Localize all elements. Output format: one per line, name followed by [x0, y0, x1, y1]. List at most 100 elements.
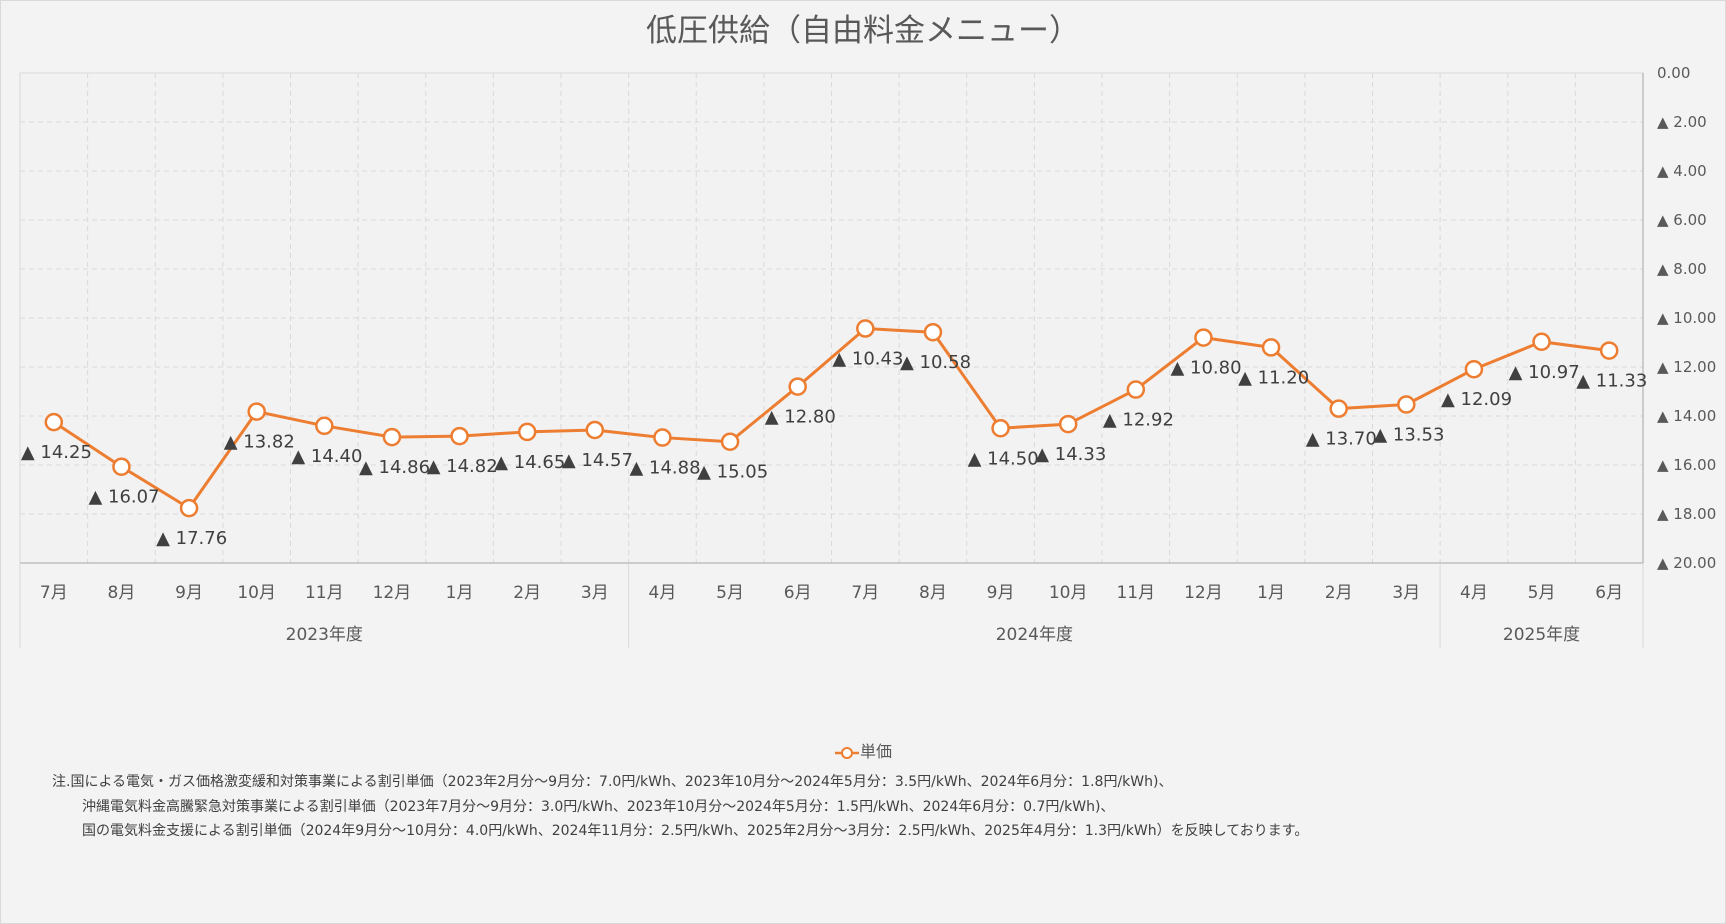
data-point [1058, 414, 1078, 434]
data-label: ▲ 12.80 [765, 407, 836, 428]
data-point [1397, 395, 1416, 414]
data-point [382, 427, 402, 447]
data-labels: ▲ 14.25▲ 16.07▲ 17.76▲ 13.82▲ 14.40▲ 14.… [21, 349, 1647, 550]
data-point [923, 322, 943, 342]
x-tick-label: 2月 [1325, 583, 1353, 603]
data-point [44, 412, 64, 432]
x-tick-label: 12月 [373, 583, 412, 603]
y-tick-label: ▲ 20.00 [1657, 554, 1716, 572]
data-label: ▲ 10.97 [1509, 362, 1580, 383]
x-tick-label: 11月 [1116, 583, 1155, 603]
x-tick-label: 7月 [851, 583, 879, 603]
data-label: ▲ 10.58 [900, 352, 971, 373]
data-label: ▲ 17.76 [156, 528, 227, 549]
data-point [179, 498, 199, 518]
x-tick-label: 9月 [987, 583, 1015, 603]
data-label: ▲ 11.20 [1238, 367, 1309, 388]
data-label: ▲ 16.07 [88, 487, 159, 508]
x-tick-label: 4月 [649, 583, 677, 603]
y-tick-label: ▲ 10.00 [1657, 309, 1716, 327]
footnote-line-1: 注.国による電気・ガス価格激変緩和対策事業による割引単価（2023年2月分～9月… [52, 774, 1173, 790]
y-tick-label: ▲ 16.00 [1657, 456, 1716, 474]
data-point [1599, 341, 1619, 360]
x-axis: 7月 8月 9月 10月 11月 12月 1月 2月 3月 4月 5月 6月 7月 8月 9月 10月 11月 1… [19, 562, 1644, 648]
data-point [315, 416, 334, 436]
y-axis: 0.00 ▲ 2.00 ▲ 4.00 ▲ 6.00 ▲ 8.00 ▲ 10.00 ▲ 12.… [1642, 64, 1716, 572]
gridlines [20, 73, 1643, 563]
x-tick-label: 5月 [1528, 583, 1556, 603]
x-tick-label: 4月 [1460, 583, 1488, 603]
x-tick-label: 10月 [237, 583, 276, 603]
footnote-line-3: 国の電気料金支援による割引単価（2024年9月分～10月分：4.0円/kWh、2… [82, 823, 1309, 839]
data-label: ▲ 12.09 [1441, 389, 1512, 410]
legend-label: 単価 [859, 742, 892, 761]
fiscal-year-label: 2025年度 [1503, 625, 1580, 645]
legend: 単価 [0, 738, 1726, 762]
y-tick-label: ▲ 14.00 [1657, 407, 1716, 425]
fiscal-year-label: 2023年度 [286, 625, 363, 645]
data-point [1126, 380, 1146, 399]
x-tick-label: 6月 [1595, 583, 1623, 603]
y-tick-label: 0.00 [1657, 64, 1690, 82]
series-line [44, 319, 1619, 518]
data-point [517, 422, 537, 442]
x-tick-label: 8月 [919, 583, 947, 603]
x-tick-label: 9月 [175, 583, 203, 603]
data-label: ▲ 11.33 [1576, 371, 1647, 392]
x-tick-label: 6月 [784, 583, 812, 603]
data-point [720, 432, 740, 451]
x-tick-label: 12月 [1184, 583, 1223, 603]
data-point [1464, 359, 1484, 379]
x-tick-label: 3月 [581, 583, 609, 603]
data-label: ▲ 10.43 [832, 349, 903, 370]
data-label: ▲ 14.25 [21, 442, 92, 463]
y-tick-label: ▲ 6.00 [1657, 211, 1707, 229]
data-label: ▲ 15.05 [697, 462, 768, 483]
chart-title: 低圧供給（自由料金メニュー） [646, 13, 1080, 49]
data-point [788, 377, 807, 396]
data-label: ▲ 14.88 [629, 458, 700, 479]
data-point [991, 419, 1010, 438]
x-tick-label: 11月 [305, 583, 344, 603]
x-tick-label: 5月 [716, 583, 744, 603]
data-label: ▲ 10.80 [1170, 358, 1241, 379]
y-tick-label: ▲ 12.00 [1657, 358, 1716, 376]
data-point [450, 426, 469, 446]
x-tick-label: 3月 [1392, 583, 1420, 603]
data-point [1329, 399, 1348, 418]
data-label: ▲ 14.82 [427, 456, 498, 477]
data-label: ▲ 13.82 [224, 432, 295, 453]
data-point [653, 428, 672, 447]
series-line-path [52, 327, 1610, 510]
data-label: ▲ 14.86 [359, 457, 430, 478]
data-label: ▲ 14.65 [494, 452, 565, 473]
y-tick-label: ▲ 2.00 [1657, 113, 1707, 131]
data-label: ▲ 14.50 [968, 448, 1039, 469]
footnote-line-2: 沖縄電気料金高騰緊急対策事業による割引単価（2023年7月分～9月分：3.0円/… [82, 798, 1115, 815]
data-point [585, 420, 605, 440]
data-label: ▲ 13.70 [1306, 429, 1377, 450]
y-tick-label: ▲ 18.00 [1657, 505, 1716, 523]
data-point [112, 457, 131, 476]
x-tick-label: 2月 [513, 583, 541, 603]
data-label: ▲ 14.40 [291, 446, 362, 467]
fiscal-year-label: 2024年度 [996, 625, 1073, 645]
data-point [1532, 332, 1551, 352]
y-tick-label: ▲ 4.00 [1657, 162, 1707, 180]
x-tick-label: 10月 [1049, 583, 1088, 603]
data-point [856, 319, 875, 338]
data-label: ▲ 14.57 [562, 450, 633, 471]
x-tick-label: 1月 [446, 583, 474, 603]
legend-marker-icon [834, 746, 859, 759]
data-point [1194, 328, 1213, 347]
footnotes: 注.国による電気・ガス価格激変緩和対策事業による割引単価（2023年2月分～9月… [52, 770, 1712, 844]
x-tick-label: 8月 [108, 583, 136, 603]
x-tick-label: 7月 [40, 583, 68, 603]
data-label: ▲ 14.33 [1035, 444, 1106, 465]
data-label: ▲ 13.53 [1373, 424, 1444, 445]
data-label: ▲ 12.92 [1103, 410, 1174, 431]
data-point [1261, 338, 1281, 357]
y-tick-label: ▲ 8.00 [1657, 260, 1707, 278]
data-point [247, 402, 266, 421]
